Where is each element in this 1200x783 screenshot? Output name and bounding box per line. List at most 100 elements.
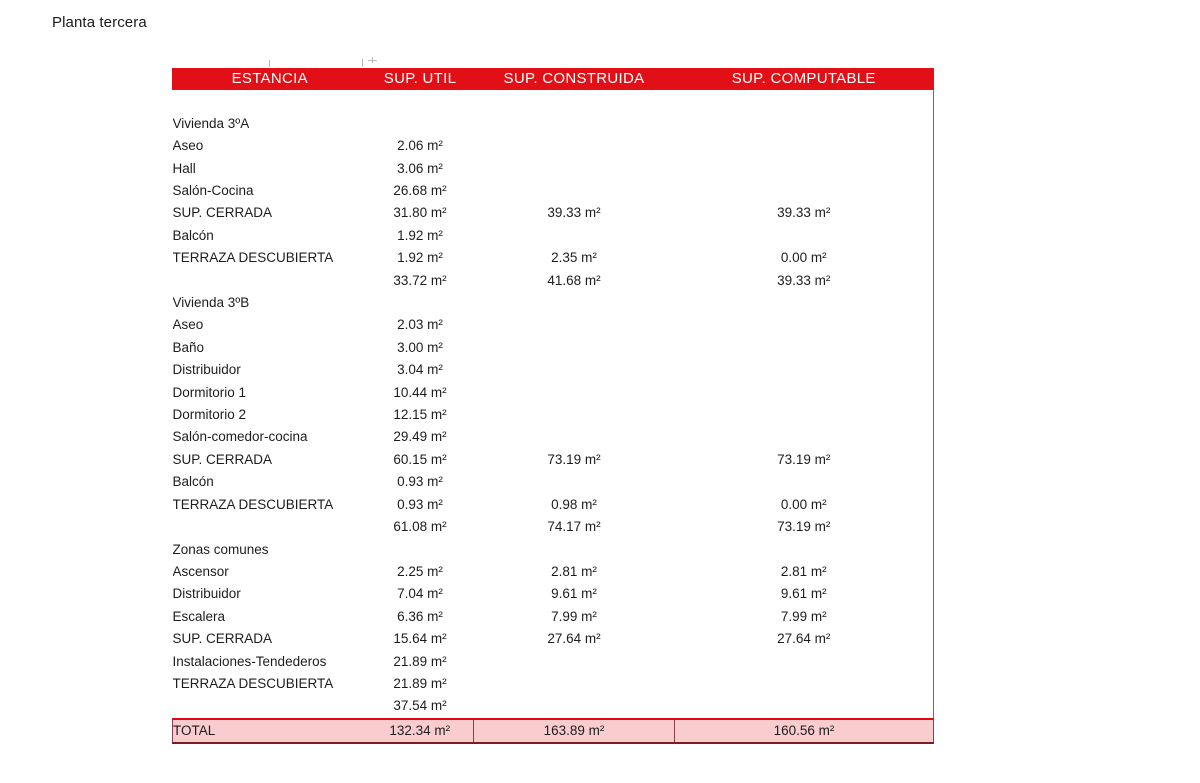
table-row: 33.72 m² 41.68 m² 39.33 m²	[173, 269, 934, 293]
cell-sup-computable	[674, 538, 934, 561]
cell-sup-util: 15.64 m²	[393, 631, 447, 647]
cell-total-estancia: TOTAL	[172, 717, 367, 745]
cell-sup-construida	[474, 158, 675, 180]
cell-sup-computable	[674, 426, 934, 449]
cell-estancia: Aseo	[172, 138, 204, 154]
cell-estancia: Dormitorio 1	[172, 384, 247, 400]
cell-estancia: Balcón	[172, 227, 214, 243]
cell-sup-computable	[674, 157, 934, 181]
cell-sup-construida	[474, 337, 675, 359]
cell-sup-construida: 41.68 m²	[547, 272, 601, 288]
cell-sup-construida: 73.19 m²	[547, 451, 601, 467]
cell-sup-util: 2.06 m²	[397, 138, 443, 154]
table-row: Dormitorio 2 12.15 m²	[172, 404, 934, 427]
table-row: Salón-comedor-cocina 29.49 m²	[172, 426, 934, 449]
table-total-row: TOTAL 132.34 m² 163.89 m² 160.56 m²	[172, 717, 934, 745]
cell-estancia: Instalaciones-Tendederos	[172, 653, 327, 669]
cell-sup-computable	[674, 180, 934, 203]
column-header-sup-computable: SUP. COMPUTABLE	[674, 68, 934, 91]
table-row: SUP. CERRADA 60.15 m² 73.19 m² 73.19 m²	[172, 448, 934, 472]
table-row: Distribuidor 3.04 m²	[173, 359, 934, 382]
cell-sup-construida	[474, 314, 675, 336]
cell-estancia: TERRAZA DESCUBIERTA	[172, 675, 334, 691]
cell-estancia	[173, 270, 367, 292]
cell-sup-construida	[474, 135, 675, 157]
table-row: Aseo 2.06 m²	[172, 135, 934, 158]
scan-tick-mark	[269, 60, 270, 67]
cell-sup-construida	[474, 359, 675, 381]
cell-sup-computable: 39.33 m²	[674, 202, 934, 225]
cell-sup-construida	[474, 651, 675, 673]
cell-sup-util: 1.92 m²	[397, 227, 443, 243]
cell-sup-computable: 27.64 m²	[674, 628, 934, 651]
cell-estancia: Salón-comedor-cocina	[172, 429, 308, 445]
cell-sup-util: 6.36 m²	[397, 608, 443, 624]
cell-sup-util: 2.25 m²	[397, 563, 443, 579]
cell-sup-computable: 7.99 m²	[674, 605, 934, 629]
cell-sup-util: 10.44 m²	[393, 384, 447, 400]
cell-estancia: Ascensor	[172, 563, 229, 579]
cell-sup-construida: 0.98 m²	[551, 496, 597, 512]
cell-sup-computable: 73.19 m²	[674, 448, 934, 472]
cell-sup-computable	[674, 471, 934, 494]
table-row: SUP. CERRADA 15.64 m² 27.64 m² 27.64 m²	[173, 628, 934, 651]
cell-sup-util: 33.72 m²	[393, 272, 447, 288]
cell-estancia	[173, 90, 367, 112]
cell-sup-construida	[474, 292, 675, 314]
cell-sup-computable: 0.00 m²	[674, 493, 934, 517]
cell-sup-computable	[674, 135, 934, 158]
cell-estancia: Dormitorio 2	[172, 407, 247, 423]
table-row: Escalera 6.36 m² 7.99 m² 7.99 m²	[173, 605, 934, 629]
table-header-row: ESTANCIA SUP. UTIL SUP. CONSTRUIDA SUP. …	[172, 68, 934, 91]
cell-sup-computable: 73.19 m²	[674, 516, 934, 539]
table-row: Hall 3.06 m²	[173, 157, 934, 181]
cell-sup-util: 12.15 m²	[393, 407, 447, 423]
cell-sup-computable	[674, 381, 934, 405]
table-row: TERRAZA DESCUBIERTA 0.93 m² 0.98 m² 0.00 m²	[172, 493, 934, 517]
column-header-estancia: ESTANCIA	[172, 68, 367, 91]
cell-estancia: Salón-Cocina	[172, 183, 254, 199]
cell-sup-computable	[674, 90, 934, 113]
cell-estancia	[173, 516, 367, 538]
cell-sup-construida: 7.99 m²	[551, 608, 597, 624]
cell-sup-computable: 0.00 m²	[674, 247, 934, 270]
cell-sup-util: 60.15 m²	[393, 451, 447, 467]
cell-sup-util	[367, 292, 474, 314]
cell-sup-util: 3.04 m²	[397, 362, 443, 378]
cell-estancia: SUP. CERRADA	[172, 451, 273, 467]
cell-sup-construida: 74.17 m²	[547, 519, 601, 535]
cell-sup-construida: 2.35 m²	[551, 250, 597, 266]
cell-estancia: Vivienda 3ºB	[172, 295, 250, 311]
table-row: Baño 3.00 m²	[173, 336, 934, 360]
cell-sup-computable: 9.61 m²	[674, 583, 934, 606]
cell-sup-computable: 2.81 m²	[674, 560, 934, 584]
table-row: Vivienda 3ºA	[173, 112, 934, 136]
table-row: Distribuidor 7.04 m² 9.61 m² 9.61 m²	[172, 583, 934, 606]
table-row: TERRAZA DESCUBIERTA 21.89 m²	[172, 672, 934, 696]
cell-sup-util: 29.49 m²	[393, 429, 447, 445]
cell-sup-util: 7.04 m²	[397, 586, 443, 602]
cell-estancia	[173, 695, 367, 718]
table-head: ESTANCIA SUP. UTIL SUP. CONSTRUIDA SUP. …	[172, 68, 934, 91]
cell-estancia: Zonas comunes	[172, 541, 269, 557]
cell-estancia: TERRAZA DESCUBIERTA	[172, 496, 334, 512]
cell-sup-computable	[674, 292, 934, 315]
table-row: Salón-Cocina 26.68 m²	[172, 180, 934, 203]
cell-sup-computable	[674, 224, 934, 248]
table-row: Balcón 1.92 m²	[172, 224, 934, 248]
scan-tick-mark	[372, 57, 373, 63]
table-row: Ascensor 2.25 m² 2.81 m² 2.81 m²	[172, 560, 934, 584]
cell-sup-computable	[674, 112, 934, 136]
cell-estancia: Distribuidor	[172, 586, 241, 602]
cell-sup-construida	[474, 695, 675, 718]
cell-sup-construida	[474, 90, 675, 112]
cell-sup-construida: 9.61 m²	[551, 586, 597, 602]
cell-sup-util: 21.89 m²	[393, 653, 447, 669]
cell-sup-util	[367, 113, 474, 135]
cell-sup-util	[367, 90, 474, 112]
surface-area-table: ESTANCIA SUP. UTIL SUP. CONSTRUIDA SUP. …	[172, 68, 934, 745]
cell-sup-util: 0.93 m²	[397, 496, 443, 512]
cell-sup-construida: 2.81 m²	[551, 563, 597, 579]
cell-sup-computable	[674, 672, 934, 696]
cell-sup-util: 3.06 m²	[397, 160, 443, 176]
